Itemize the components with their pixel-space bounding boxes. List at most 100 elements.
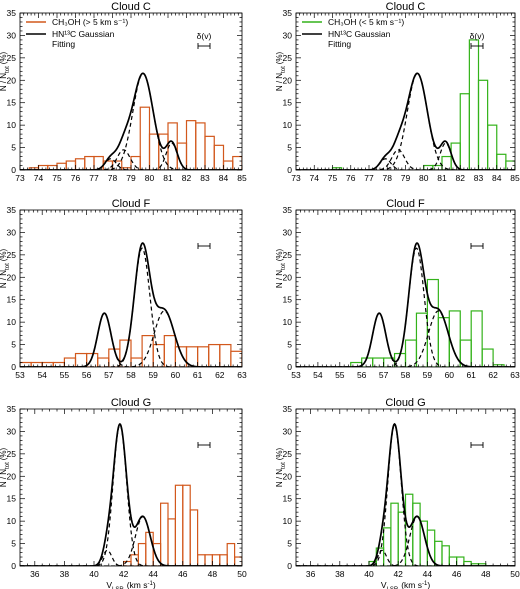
histogram-bar	[163, 335, 177, 367]
histogram-bar	[226, 542, 236, 566]
x-tick-label: 40	[364, 569, 374, 579]
histogram-bar	[325, 163, 334, 170]
y-tick-label: 5	[287, 143, 292, 153]
x-tick-label: 85	[237, 173, 247, 183]
y-tick-label: 35	[7, 404, 17, 414]
plot-area	[296, 39, 515, 170]
y-tick-label: 25	[7, 250, 17, 260]
y-tick-label: 15	[7, 98, 17, 108]
x-tick-label: 57	[379, 370, 389, 380]
x-tick-label: 84	[492, 173, 502, 183]
y-tick-label: 15	[283, 98, 293, 108]
histogram-bar	[456, 556, 465, 566]
gaussian-component-3	[296, 72, 515, 170]
x-tick-label: 54	[37, 370, 47, 380]
y-tick-label: 30	[7, 227, 17, 237]
x-tick-label: 55	[335, 370, 345, 380]
histogram-bar	[496, 153, 507, 170]
histogram-bar	[182, 484, 191, 566]
panel-1: 73 74 75 76 77 78 79 80 81 82 83 84 85 0 5 10 15 20 25 30 35…	[0, 1, 334, 183]
x-tick-label: 48	[208, 569, 218, 579]
x-tick-label: 44	[423, 569, 433, 579]
histogram-bar	[383, 527, 392, 566]
y-tick-label: 0	[287, 362, 292, 372]
x-tick-label: 44	[148, 569, 158, 579]
gaussian-fit-line	[296, 72, 515, 170]
histogram-bar	[441, 545, 450, 566]
histogram-bar	[167, 518, 177, 566]
y-axis-label-unit: (%)	[275, 447, 284, 460]
histogram-bar	[74, 352, 88, 367]
x-axis-label-sub: LSR	[387, 587, 399, 589]
x-tick-label: 46	[452, 569, 462, 579]
histogram-bar	[63, 357, 77, 367]
y-axis-label-text: N / N	[0, 270, 8, 288]
histogram-bar	[232, 155, 242, 170]
y-tick-label: 5	[11, 143, 16, 153]
panel-5: 36 38 40 42 44 46 48 50 0 5 10 15 20 25 30 35 Cloud G N /…	[0, 397, 247, 589]
histogram-bar	[130, 155, 141, 170]
panel-6: 36 38 40 42 44 46 48 50 0 5 10 15 20 25 30 35 Cloud G N /…	[275, 397, 520, 589]
x-axis-label-text: V	[106, 580, 112, 589]
y-tick-label: 5	[287, 340, 292, 350]
y-axis-label: N / Ntot (%)	[275, 447, 287, 487]
x-tick-label: 73	[291, 173, 301, 183]
y-tick-label: 20	[283, 75, 293, 85]
histogram-bar	[219, 554, 228, 566]
histogram-bar	[219, 343, 232, 367]
x-tick-label: 36	[306, 569, 316, 579]
x-tick-label: 79	[126, 173, 136, 183]
x-tick-label: 40	[89, 569, 99, 579]
x-tick-label: 59	[423, 370, 433, 380]
y-axis-label-text: N / N	[275, 73, 284, 91]
x-axis-label-sup: -1	[147, 581, 153, 587]
x-tick-label: 56	[82, 370, 92, 380]
y-tick-label: 10	[283, 516, 293, 526]
y-tick-label: 10	[7, 317, 17, 327]
histogram-bar	[197, 346, 210, 367]
y-tick-label: 10	[7, 120, 17, 130]
histogram-bar	[65, 160, 77, 170]
gaussian-fit-line	[296, 422, 515, 566]
x-axis-label-unit: (km s	[401, 580, 422, 589]
histogram-bar	[487, 124, 498, 170]
y-axis-label-text: N / N	[275, 469, 284, 487]
histogram-bar	[137, 542, 147, 566]
legend-label-gaussian: HN¹³C Gaussian	[328, 29, 391, 39]
y-axis-label: N / Ntot (%)	[275, 51, 287, 91]
y-axis-label: N / Ntot (%)	[275, 248, 287, 288]
x-tick-label: 83	[200, 173, 210, 183]
legend-label-histogram: CH₃OH (> 5 km s⁻¹)	[52, 17, 128, 27]
y-tick-label: 15	[283, 494, 293, 504]
histogram-bar	[204, 554, 214, 566]
y-tick-label: 5	[287, 539, 292, 549]
x-tick-label: 84	[219, 173, 229, 183]
legend-label-gaussian-2: Fitting	[328, 39, 351, 49]
y-axis-label-unit: (%)	[0, 51, 8, 64]
y-axis-label-sub: tot	[5, 66, 11, 73]
gaussian-fit-line	[20, 422, 242, 566]
y-axis-label-unit: (%)	[0, 248, 8, 261]
histogram-bar	[84, 155, 95, 170]
x-tick-label: 83	[474, 173, 484, 183]
histogram-bar	[261, 159, 270, 170]
panel-4: 53 54 55 56 57 58 59 60 61 62 63 0 5 10 15 20 25 30 35 Clou…	[275, 198, 520, 380]
y-tick-label: 15	[7, 494, 17, 504]
y-tick-label: 30	[283, 30, 293, 40]
histogram-bar	[145, 531, 154, 566]
x-tick-label: 76	[346, 173, 356, 183]
delta-v-label: δ(v)	[197, 31, 212, 41]
y-tick-label: 0	[287, 165, 292, 175]
histogram-bar	[459, 93, 470, 170]
y-tick-label: 20	[283, 272, 293, 282]
histogram-bar	[119, 339, 132, 367]
y-tick-label: 25	[283, 449, 293, 459]
delta-v-label: δ(v)	[470, 31, 485, 41]
histogram-bar	[213, 144, 225, 170]
histogram-bar	[130, 357, 143, 367]
x-tick-label: 46	[178, 569, 188, 579]
histogram-bar	[415, 312, 429, 367]
x-axis-label-text: V	[381, 580, 387, 589]
x-tick-label: 82	[182, 173, 192, 183]
histogram-bar	[432, 164, 443, 170]
